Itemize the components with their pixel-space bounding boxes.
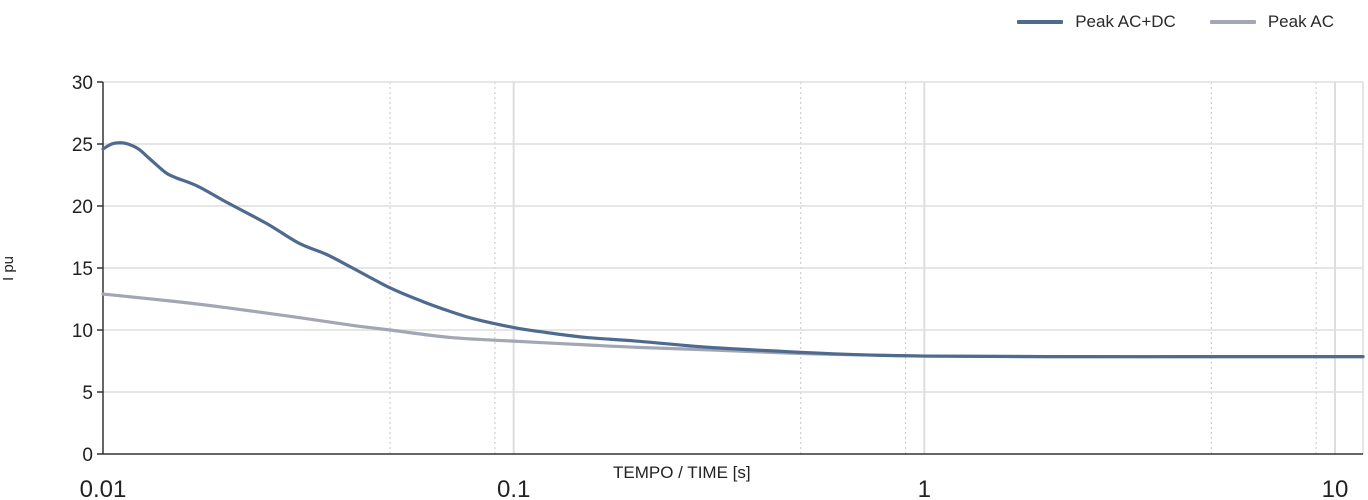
y-axis-ticks: 0 5 10 15 20 25 30: [72, 73, 103, 466]
y-tick-label: 30: [72, 73, 93, 94]
y-tick-label: 5: [82, 383, 93, 404]
y-axis-title: I pu: [0, 255, 18, 282]
series-layer: [101, 141, 1365, 359]
x-tick-label: 0.01: [80, 476, 127, 500]
x-tick-label: 1: [918, 476, 931, 500]
y-tick-label: 15: [72, 259, 93, 280]
x-tick-label: 10: [1322, 476, 1349, 500]
legend-item-peak-ac-dc[interactable]: Peak AC+DC: [1017, 12, 1176, 32]
major-gridlines: [103, 81, 1364, 454]
legend-swatch-peak-ac: [1209, 20, 1256, 24]
y-tick-label: 20: [72, 197, 93, 218]
x-axis-ticks: 0.01 0.1 1 10: [80, 476, 1349, 500]
legend: Peak AC+DC Peak AC: [1017, 12, 1334, 32]
y-tick-label: 10: [72, 321, 93, 342]
series-line-peak-ac-dc: [101, 141, 1365, 359]
legend-label-peak-ac: Peak AC: [1267, 12, 1334, 31]
x-tick-label: 0.1: [497, 476, 530, 500]
y-tick-label: 0: [82, 445, 93, 466]
legend-swatch-peak-ac-dc: [1017, 20, 1064, 24]
x-axis-title: TEMPO / TIME [s]: [613, 463, 751, 482]
legend-label-peak-ac-dc: Peak AC+DC: [1075, 12, 1176, 31]
legend-item-peak-ac[interactable]: Peak AC: [1209, 12, 1334, 32]
y-tick-label: 25: [72, 135, 93, 156]
